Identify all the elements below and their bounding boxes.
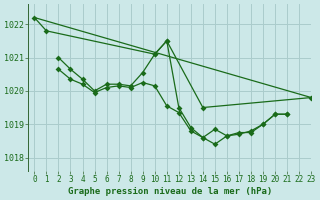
X-axis label: Graphe pression niveau de la mer (hPa): Graphe pression niveau de la mer (hPa)	[68, 187, 272, 196]
